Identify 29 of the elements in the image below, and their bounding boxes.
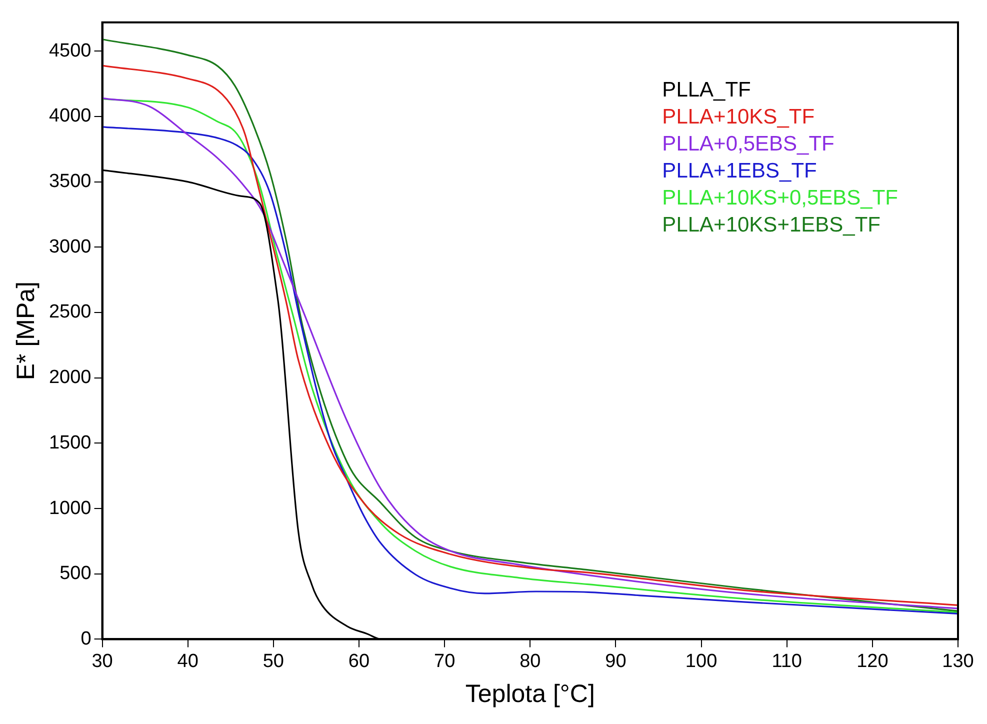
text: PLLA+10KS_TF: [662, 106, 815, 129]
text: PLLA+10KS+1EBS_TF: [662, 214, 880, 237]
x-axis-title: Teplota [°C]: [465, 680, 595, 708]
text: PLLA+10KS+0,5EBS_TF: [662, 186, 898, 210]
y-tick-label: 1000: [48, 498, 92, 519]
x-tick-label: 70: [434, 650, 456, 672]
y-tick-label: 0: [80, 628, 92, 650]
y-tick-label: 4500: [48, 40, 92, 62]
y-tick-label: 500: [60, 563, 92, 584]
y-tick-label: 3500: [48, 171, 92, 192]
x-tick-label: 40: [177, 650, 198, 672]
x-tick-label: 100: [685, 650, 718, 672]
text: PLLA+0,5EBS_TF: [662, 132, 834, 156]
x-tick-label: 50: [262, 650, 284, 672]
y-tick-label: 1500: [48, 432, 92, 454]
x-tick-label: 110: [772, 650, 802, 672]
x-tick-label: 60: [348, 650, 370, 672]
x-tick-label: 30: [92, 650, 113, 672]
y-tick-label: 2000: [48, 367, 92, 388]
y-tick-label: 3000: [48, 236, 92, 258]
text: PLLA+1EBS_TF: [662, 160, 817, 183]
y-axis-title: E* [MPa]: [12, 281, 40, 380]
y-tick-label: 4000: [48, 106, 92, 127]
x-tick-label: 80: [520, 650, 541, 672]
y-tick-label: 2500: [48, 302, 92, 323]
x-tick-label: 90: [605, 650, 626, 672]
x-tick-label: 120: [856, 650, 888, 672]
text: PLLA_TF: [662, 78, 751, 102]
x-tick-label: 130: [942, 650, 974, 672]
